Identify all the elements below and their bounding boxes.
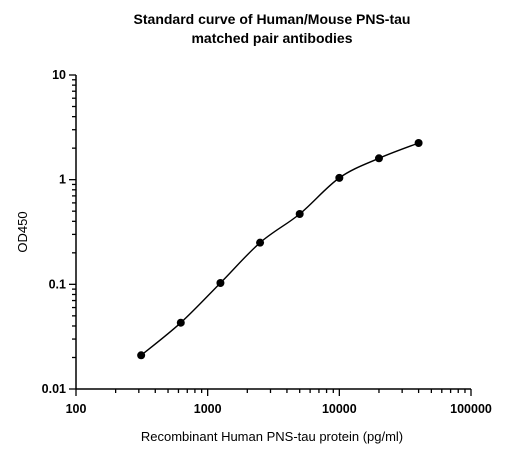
data-point xyxy=(295,209,304,218)
chart-title: Standard curve of Human/Mouse PNS-tau xyxy=(134,11,411,27)
x-tick-label: 1000 xyxy=(194,402,222,416)
data-point xyxy=(414,139,423,148)
data-point xyxy=(374,154,383,163)
chart-title: matched pair antibodies xyxy=(191,30,352,46)
x-tick-label: 100 xyxy=(66,402,87,416)
data-point xyxy=(256,238,265,247)
data-point xyxy=(176,318,185,327)
data-point xyxy=(137,351,146,360)
data-point xyxy=(216,278,225,287)
x-tick-label: 10000 xyxy=(322,402,357,416)
x-tick-label: 100000 xyxy=(450,402,492,416)
y-tick-label: 0.1 xyxy=(49,277,66,291)
y-axis-label: OD450 xyxy=(15,211,30,252)
x-axis-label: Recombinant Human PNS-tau protein (pg/ml… xyxy=(141,429,403,444)
y-tick-label: 0.01 xyxy=(42,382,66,396)
y-tick-label: 10 xyxy=(52,68,66,82)
y-tick-label: 1 xyxy=(59,173,66,187)
data-point xyxy=(335,173,344,182)
